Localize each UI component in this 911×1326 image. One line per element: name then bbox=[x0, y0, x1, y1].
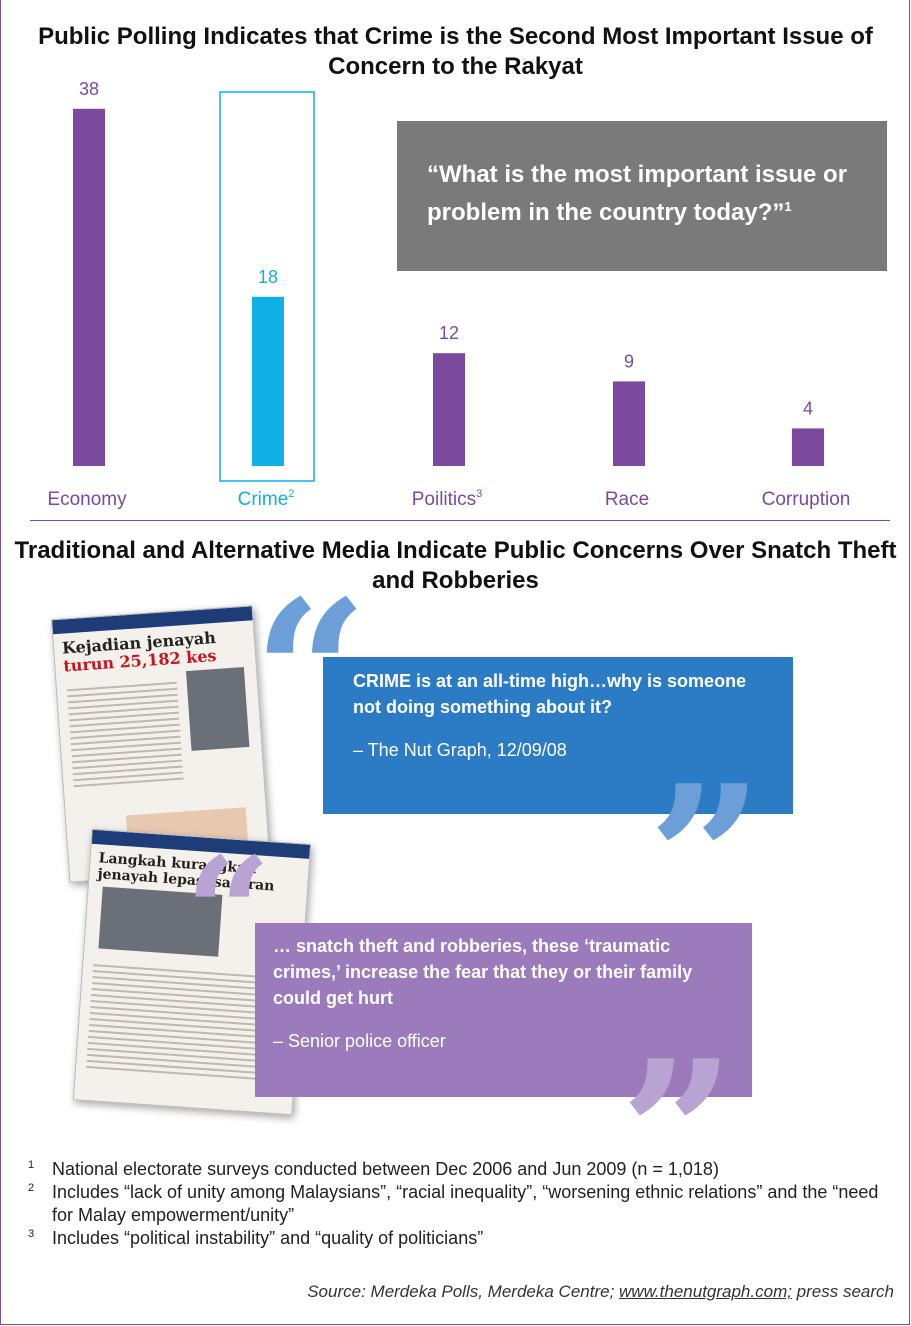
bar-corruption bbox=[792, 428, 824, 466]
bar-economy bbox=[73, 108, 105, 467]
category-label-corruption: Corruption bbox=[762, 489, 851, 510]
section-title: Traditional and Alternative Media Indica… bbox=[14, 537, 897, 594]
bar-crime bbox=[252, 296, 284, 466]
open-quote-icon: “ bbox=[185, 825, 272, 1001]
section-divider bbox=[30, 520, 890, 521]
footnote-3: 3 Includes “political instability” and “q… bbox=[22, 1227, 892, 1250]
category-label-poilitics: Poilitics3 bbox=[412, 488, 483, 510]
quote-box-police-officer: … snatch theft and robberies, these ‘tra… bbox=[255, 923, 752, 1097]
source-suffix: press search bbox=[791, 1282, 894, 1301]
clipping-photo bbox=[185, 667, 250, 751]
clipping-text-lines bbox=[66, 678, 184, 791]
footnote-text: National electorate surveys conducted be… bbox=[52, 1159, 719, 1179]
footnote-2: 2 Includes “lack of unity among Malaysian… bbox=[22, 1181, 892, 1227]
category-label-race: Race bbox=[605, 489, 649, 510]
category-footnote-ref: 2 bbox=[288, 488, 294, 500]
value-label-poilitics: 12 bbox=[439, 323, 459, 343]
chart-title: Public Polling Indicates that Crime is t… bbox=[38, 23, 873, 80]
quote-text: CRIME is at an all-time high…why is some… bbox=[353, 671, 747, 717]
quote-box-nut-graph: CRIME is at an all-time high…why is some… bbox=[323, 657, 793, 814]
bar-poilitics bbox=[433, 353, 465, 466]
survey-question-box: “What is the most important issue or pro… bbox=[397, 121, 887, 271]
source-link[interactable]: www.thenutgraph.com; bbox=[619, 1282, 792, 1301]
close-quote-icon: ” bbox=[620, 1017, 736, 1252]
footnote-number: 1 bbox=[28, 1159, 35, 1171]
footnotes: 1 National electorate surveys conducted b… bbox=[22, 1158, 892, 1250]
survey-question-footnote-ref: 1 bbox=[784, 199, 792, 214]
footnote-number: 3 bbox=[28, 1228, 35, 1240]
footnote-1: 1 National electorate surveys conducted b… bbox=[22, 1158, 892, 1181]
category-label-crime: Crime2 bbox=[238, 488, 295, 510]
source-note: Source: Merdeka Polls, Merdeka Centre; w… bbox=[307, 1282, 894, 1302]
footnote-number: 2 bbox=[28, 1182, 35, 1194]
survey-question-text: “What is the most important issue or pro… bbox=[427, 161, 848, 226]
bar-race bbox=[613, 381, 645, 466]
quote-text: … snatch theft and robberies, these ‘tra… bbox=[273, 936, 693, 1008]
category-label-economy: Economy bbox=[47, 489, 127, 510]
source-prefix: Source: Merdeka Polls, Merdeka Centre; bbox=[307, 1282, 620, 1301]
category-footnote-ref: 3 bbox=[476, 488, 482, 500]
value-label-economy: 38 bbox=[79, 79, 99, 99]
open-quote-icon: “ bbox=[253, 557, 369, 792]
quote-attribution: – Senior police officer bbox=[273, 1031, 446, 1051]
value-label-race: 9 bbox=[624, 351, 634, 371]
bar-chart: 38Economy18Crime212Poilitics39Race4Corru… bbox=[47, 79, 851, 510]
highlight-frame bbox=[219, 91, 315, 482]
value-label-crime: 18 bbox=[258, 267, 278, 287]
footnote-text: Includes “political instability” and “qu… bbox=[52, 1228, 484, 1248]
value-label-corruption: 4 bbox=[803, 398, 813, 418]
footnote-text: Includes “lack of unity among Malaysians… bbox=[52, 1182, 879, 1225]
quote-attribution: – The Nut Graph, 12/09/08 bbox=[353, 740, 567, 760]
